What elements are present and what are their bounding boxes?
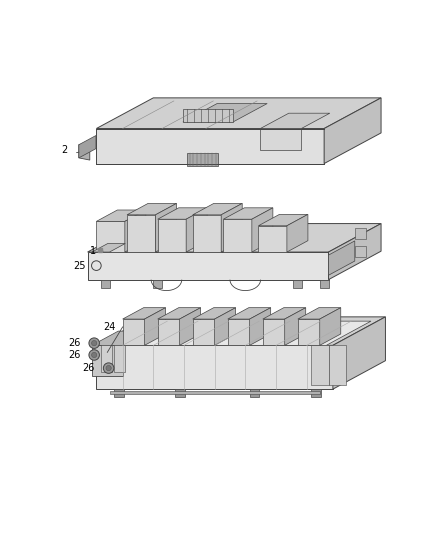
Polygon shape [250, 389, 259, 397]
Polygon shape [193, 308, 236, 319]
Circle shape [92, 341, 97, 346]
Text: 26: 26 [69, 338, 81, 348]
Circle shape [103, 363, 114, 374]
Polygon shape [328, 345, 346, 385]
Polygon shape [263, 308, 306, 319]
Polygon shape [298, 308, 341, 319]
Polygon shape [183, 103, 267, 122]
Polygon shape [114, 345, 125, 372]
Circle shape [89, 338, 99, 349]
Text: 24: 24 [104, 322, 116, 332]
Polygon shape [258, 214, 308, 226]
Polygon shape [101, 345, 112, 372]
Polygon shape [101, 280, 110, 288]
Polygon shape [158, 319, 180, 345]
Polygon shape [221, 204, 242, 252]
Polygon shape [223, 219, 252, 252]
Polygon shape [96, 128, 324, 164]
Polygon shape [79, 135, 96, 158]
Polygon shape [355, 246, 366, 257]
Polygon shape [287, 214, 308, 252]
Text: 26: 26 [69, 350, 81, 360]
Polygon shape [328, 223, 381, 280]
Polygon shape [96, 98, 381, 128]
Text: 2: 2 [62, 146, 68, 156]
Polygon shape [250, 308, 271, 345]
Polygon shape [285, 308, 306, 345]
Polygon shape [311, 389, 321, 397]
Polygon shape [79, 142, 90, 160]
Polygon shape [127, 215, 155, 252]
Polygon shape [88, 223, 381, 252]
Polygon shape [223, 208, 273, 219]
Polygon shape [158, 308, 201, 319]
Polygon shape [328, 241, 355, 275]
Polygon shape [228, 319, 250, 345]
Polygon shape [260, 113, 330, 128]
Polygon shape [298, 319, 320, 345]
Polygon shape [193, 319, 215, 345]
Circle shape [89, 350, 99, 360]
Polygon shape [96, 345, 333, 389]
Polygon shape [260, 128, 301, 150]
Polygon shape [103, 321, 371, 345]
Polygon shape [123, 308, 166, 319]
Circle shape [106, 366, 111, 371]
Text: 26: 26 [82, 363, 94, 373]
Polygon shape [96, 221, 125, 252]
Polygon shape [175, 389, 185, 397]
Polygon shape [110, 391, 320, 394]
Polygon shape [263, 319, 285, 345]
Polygon shape [92, 244, 125, 252]
Polygon shape [355, 228, 366, 239]
Polygon shape [183, 109, 233, 122]
Polygon shape [228, 308, 271, 319]
Polygon shape [125, 210, 146, 252]
Polygon shape [145, 308, 166, 345]
Polygon shape [92, 345, 123, 376]
Polygon shape [153, 280, 162, 288]
Polygon shape [320, 280, 328, 288]
Polygon shape [92, 331, 149, 345]
Polygon shape [88, 252, 328, 280]
Polygon shape [320, 308, 341, 345]
Polygon shape [324, 98, 381, 164]
Polygon shape [258, 226, 287, 252]
Polygon shape [155, 204, 177, 252]
Polygon shape [186, 208, 207, 252]
Circle shape [92, 352, 97, 358]
Polygon shape [96, 210, 146, 221]
Polygon shape [333, 317, 385, 389]
Polygon shape [127, 204, 177, 215]
Polygon shape [193, 204, 242, 215]
Polygon shape [193, 215, 221, 252]
Polygon shape [158, 219, 186, 252]
Text: 1: 1 [90, 246, 96, 256]
Polygon shape [215, 308, 236, 345]
Polygon shape [293, 280, 302, 288]
Polygon shape [96, 317, 385, 345]
Polygon shape [252, 208, 273, 252]
Polygon shape [114, 389, 124, 397]
Polygon shape [311, 345, 328, 385]
Polygon shape [180, 308, 201, 345]
Polygon shape [187, 152, 218, 166]
Polygon shape [123, 319, 145, 345]
Text: 25: 25 [73, 261, 85, 271]
Polygon shape [158, 208, 207, 219]
